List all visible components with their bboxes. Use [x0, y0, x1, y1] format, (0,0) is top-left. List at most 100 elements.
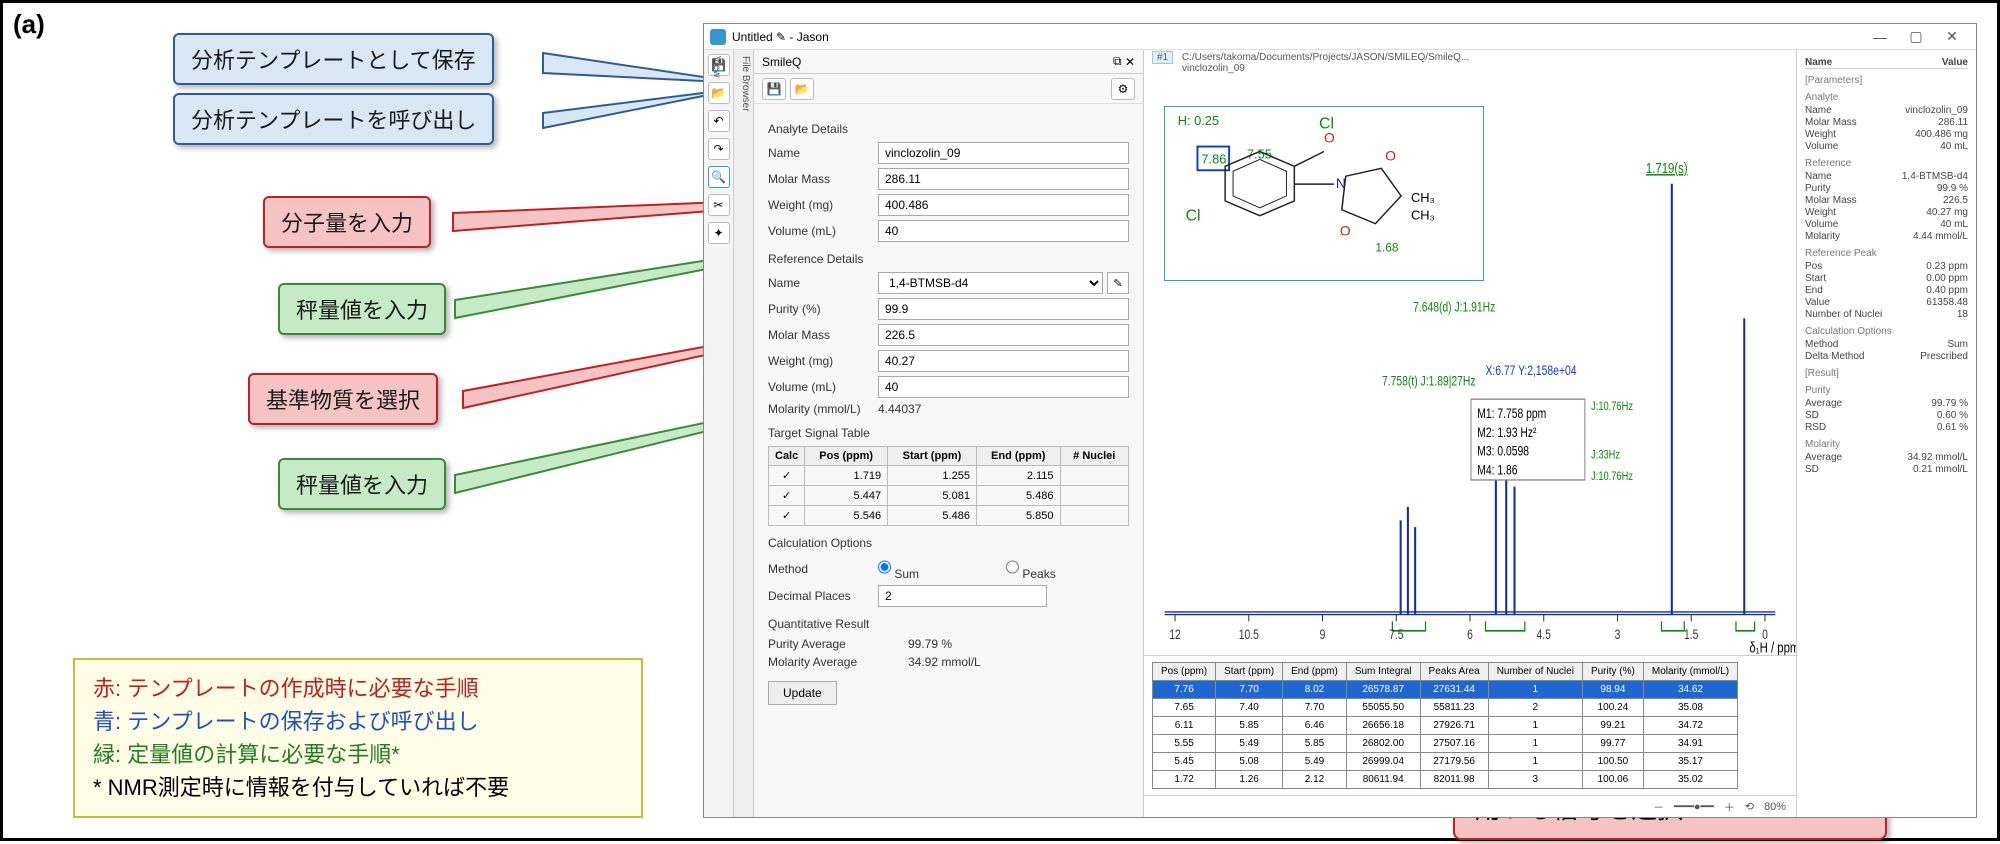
zoom-value: 80% [1764, 801, 1786, 813]
input-dp[interactable] [878, 585, 1047, 607]
svg-text:4.5: 4.5 [1537, 627, 1552, 643]
smileq-panel: SmileQ ⧉ ✕ 💾 📂 ⚙ Analyte Details Name Mo… [754, 50, 1144, 817]
edit-ref-icon[interactable]: ✎ [1107, 272, 1129, 294]
zoom-reset-icon[interactable]: ⟲ [1745, 800, 1754, 813]
table-row[interactable]: 7.767.708.0226578.8727631.44198.9434.62 [1153, 681, 1738, 699]
label-ref-molarity: Molarity (mmol/L) [768, 402, 878, 416]
svg-text:CH₃: CH₃ [1411, 208, 1435, 223]
label-analyte-molar: Molar Mass [768, 172, 878, 186]
svg-text:H: 0.25: H: 0.25 [1178, 113, 1219, 128]
heading-signal-table: Target Signal Table [768, 426, 1129, 440]
input-analyte-molar[interactable] [878, 168, 1129, 190]
tab-view[interactable]: View [711, 56, 722, 811]
parameters-panel: NameValue [Parameters] Analyte Namevincl… [1796, 50, 1976, 817]
table-row[interactable]: 7.657.407.7055055.5055811.232100.2435.08 [1153, 699, 1738, 717]
label-ref-volume: Volume (mL) [768, 380, 878, 394]
titlebar: Untitled ✎ - Jason — ▢ ✕ [704, 24, 1976, 50]
zoom-out-icon[interactable]: － [1653, 799, 1664, 815]
input-ref-weight[interactable] [878, 350, 1129, 372]
table-row[interactable]: ✓5.4475.0815.486 [769, 486, 1129, 506]
spectrum[interactable]: H: 0.25 Cl Cl 7.86 7.55 O [1144, 76, 1796, 656]
svg-text:O: O [1385, 147, 1396, 163]
svg-text:CH₃: CH₃ [1411, 190, 1435, 205]
heading-calc: Calculation Options [768, 536, 1129, 550]
label-result-purity: Purity Average [768, 637, 908, 651]
callout-save-template: 分析テンプレートとして保存 [173, 33, 494, 85]
label-ref-purity: Purity (%) [768, 302, 878, 316]
table-row[interactable]: 5.455.085.4926999.0427179.561100.5035.17 [1153, 753, 1738, 771]
close-button[interactable]: ✕ [1934, 28, 1970, 45]
select-ref-name[interactable]: 1,4-BTMSB-d4 [878, 272, 1103, 294]
update-button[interactable]: Update [768, 681, 837, 705]
heading-result: Quantitative Result [768, 617, 1129, 631]
callout-ref-select: 基準物質を選択 [248, 373, 438, 425]
input-ref-volume[interactable] [878, 376, 1129, 398]
svg-text:9: 9 [1320, 627, 1326, 643]
panel-undock-icon[interactable]: ⧉ [1113, 54, 1122, 69]
callout-weight-2: 秤量値を入力 [278, 458, 446, 510]
svg-text:δ₁H / ppm: δ₁H / ppm [1749, 639, 1796, 655]
input-ref-molar[interactable] [878, 324, 1129, 346]
callout-weight-1: 秤量値を入力 [278, 283, 446, 335]
legend: 赤: テンプレートの作成時に必要な手順 青: テンプレートの保存および呼び出し … [73, 658, 643, 818]
table-row[interactable]: 6.115.856.4626656.1827926.71199.2134.72 [1153, 717, 1738, 735]
tool-settings[interactable]: ⚙ [1111, 78, 1135, 100]
panel-close-icon[interactable]: ✕ [1125, 55, 1135, 69]
svg-text:O: O [1340, 223, 1351, 239]
radio-sum[interactable]: Sum [878, 556, 988, 581]
svg-text:1.5: 1.5 [1684, 627, 1699, 643]
svg-text:1.68: 1.68 [1375, 240, 1398, 254]
svg-text:7.758(t) J:1.89|27Hz: 7.758(t) J:1.89|27Hz [1382, 373, 1476, 389]
table-row[interactable]: 1.721.262.1280611.9482011.983100.0635.02 [1153, 771, 1738, 789]
table-row[interactable]: ✓5.5465.4865.850 [769, 506, 1129, 526]
vertical-tabs: File Browser View Proc... Analysis Param… [734, 50, 754, 817]
label-dp: Decimal Places [768, 589, 878, 603]
svg-text:J:33Hz: J:33Hz [1591, 448, 1620, 461]
heading-analyte: Analyte Details [768, 122, 1129, 136]
svg-text:7.648(d) J:1.91Hz: 7.648(d) J:1.91Hz [1413, 299, 1495, 315]
svg-text:7.86: 7.86 [1201, 151, 1226, 166]
canvas-sub: vinclozolin_09 [1182, 63, 1245, 74]
svg-text:3: 3 [1615, 627, 1621, 643]
table-row[interactable]: ✓1.7191.2552.115 [769, 466, 1129, 486]
svg-text:M4: 1.86: M4: 1.86 [1477, 462, 1518, 478]
canvas-area: #1 C:/Users/takoma/Documents/Projects/JA… [1144, 50, 1796, 817]
svg-text:M2: 1.93 Hz²: M2: 1.93 Hz² [1477, 425, 1536, 441]
input-analyte-volume[interactable] [878, 220, 1129, 242]
svg-text:J:10.76Hz: J:10.76Hz [1591, 470, 1633, 483]
tool-load-template[interactable]: 📂 [790, 78, 814, 100]
label-analyte-weight: Weight (mg) [768, 198, 878, 212]
input-analyte-name[interactable] [878, 142, 1129, 164]
zoom-in-icon[interactable]: ＋ [1724, 799, 1735, 815]
minimize-button[interactable]: — [1862, 29, 1898, 45]
canvas-number: #1 [1152, 51, 1173, 64]
svg-text:M3: 0.0598: M3: 0.0598 [1477, 443, 1529, 459]
tool-save-template[interactable]: 💾 [762, 78, 786, 100]
svg-text:Cl: Cl [1186, 208, 1201, 225]
label-ref-weight: Weight (mg) [768, 354, 878, 368]
panel-title: SmileQ [762, 55, 801, 69]
radio-peaks[interactable]: Peaks [1006, 556, 1116, 581]
svg-text:7.5: 7.5 [1389, 627, 1404, 643]
window-title: Untitled ✎ - Jason [732, 30, 829, 44]
maximize-button[interactable]: ▢ [1898, 28, 1934, 45]
svg-text:1.719(s): 1.719(s) [1646, 159, 1688, 176]
input-ref-purity[interactable] [878, 298, 1129, 320]
svg-text:X:6.77 Y:2,158e+04: X:6.77 Y:2,158e+04 [1486, 363, 1577, 379]
svg-text:12: 12 [1169, 627, 1181, 643]
figure-label: (a) [13, 9, 45, 40]
table-row[interactable]: 5.555.495.8526802.0027507.16199.7734.91 [1153, 735, 1738, 753]
value-result-molarity: 34.92 mmol/L [908, 655, 981, 669]
input-analyte-weight[interactable] [878, 194, 1129, 216]
svg-text:J:10.76Hz: J:10.76Hz [1591, 400, 1633, 413]
results-table[interactable]: Pos (ppm)Start (ppm)End (ppm)Sum Integra… [1152, 662, 1738, 789]
heading-reference: Reference Details [768, 252, 1129, 266]
label-method: Method [768, 562, 878, 576]
app-icon [710, 29, 726, 45]
svg-text:O: O [1324, 130, 1335, 146]
tab-file-browser[interactable]: File Browser [740, 56, 751, 811]
signal-table[interactable]: CalcPos (ppm)Start (ppm)End (ppm)# Nucle… [768, 446, 1129, 526]
label-ref-molar: Molar Mass [768, 328, 878, 342]
svg-text:6: 6 [1467, 627, 1473, 643]
svg-text:10.5: 10.5 [1239, 627, 1259, 643]
